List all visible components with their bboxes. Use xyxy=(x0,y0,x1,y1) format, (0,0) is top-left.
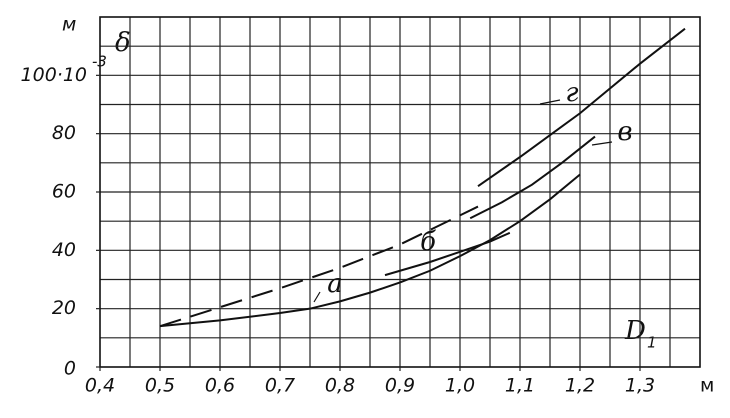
series-label: г xyxy=(565,78,578,108)
curve xyxy=(469,135,596,220)
y-tick-label: 40 xyxy=(52,239,76,261)
y-tick-label: 80 xyxy=(52,122,76,144)
x-label: D xyxy=(624,316,646,346)
curve xyxy=(384,231,511,277)
x-label-subscript: 1 xyxy=(647,334,657,352)
leader-line xyxy=(591,141,613,146)
y-tick-label: 100·10 xyxy=(21,64,87,86)
x-tick-label: 0,5 xyxy=(145,375,175,397)
x-unit: м xyxy=(700,375,714,397)
x-tick-label: 1,2 xyxy=(565,375,595,397)
x-tick-label: 1,3 xyxy=(625,375,655,397)
y-tick-label: 0 xyxy=(64,358,76,380)
leader-line xyxy=(539,99,561,105)
series-label: в xyxy=(617,117,632,147)
x-tick-label: 0,8 xyxy=(325,375,355,397)
x-tick-label: 1,0 xyxy=(445,375,475,397)
x-tick-label: 1,1 xyxy=(505,375,535,397)
curve xyxy=(477,27,686,187)
series-label: а xyxy=(327,269,343,299)
y-label: δ xyxy=(115,28,131,58)
curve xyxy=(159,173,581,328)
x-tick-label: 0,7 xyxy=(265,375,295,397)
x-tick-label: 0,9 xyxy=(385,375,415,397)
series-label: б xyxy=(420,227,436,257)
y-tick-label: 60 xyxy=(52,181,76,203)
leader-line xyxy=(313,291,321,303)
y-unit: м xyxy=(62,14,76,36)
x-tick-label: 0,4 xyxy=(85,375,115,397)
x-tick-label: 0,6 xyxy=(205,375,235,397)
y-tick-label: 20 xyxy=(52,297,76,319)
